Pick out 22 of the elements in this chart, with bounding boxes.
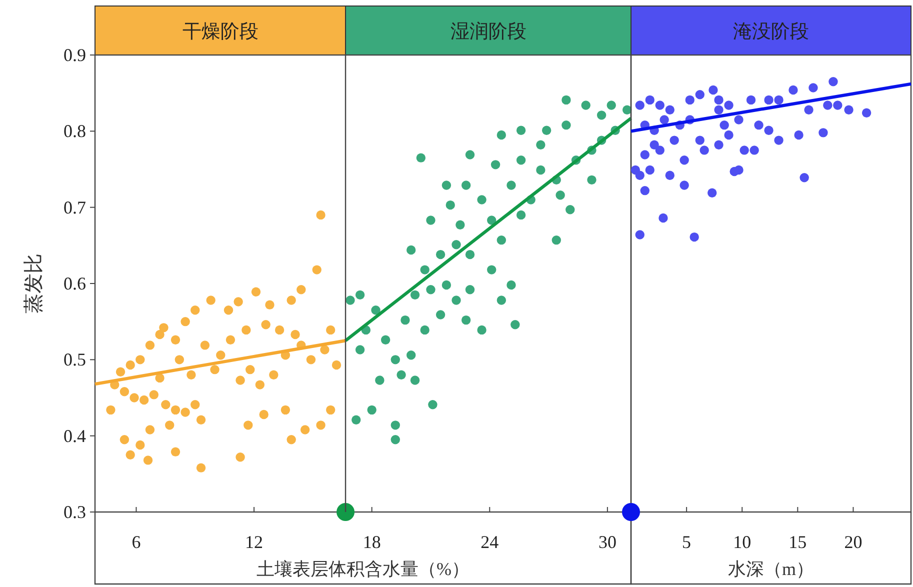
x-tick-label: 6 [132,532,141,552]
x-tick-label: 12 [245,532,264,552]
x-tick-label: 10 [733,532,752,552]
x-tick-label: 24 [480,532,499,552]
y-tick-label: 0.5 [64,350,86,370]
y-tick-label: 0.4 [64,426,86,446]
x-tick-label: 15 [788,532,807,552]
x-tick-label: 5 [682,532,692,552]
x-tick-label: 30 [598,532,616,552]
text: 干燥阶段 [182,22,258,42]
y-tick-label: 0.9 [64,45,86,65]
x-tick-label: 18 [362,532,381,552]
y-tick-label: 0.6 [64,274,86,294]
y-tick-label: 0.3 [64,502,86,522]
text: 淹没阶段 [733,22,809,42]
x-tick-label: 20 [844,532,862,552]
x-axis-title: 水深（m） [728,559,814,579]
y-axis-title: 蒸发比 [23,254,45,314]
x-axis-title: 土壤表层体积含水量（%） [256,559,470,579]
y-tick-label: 0.7 [64,197,86,218]
y-tick-label: 0.8 [64,121,86,142]
text: 湿润阶段 [450,20,526,42]
